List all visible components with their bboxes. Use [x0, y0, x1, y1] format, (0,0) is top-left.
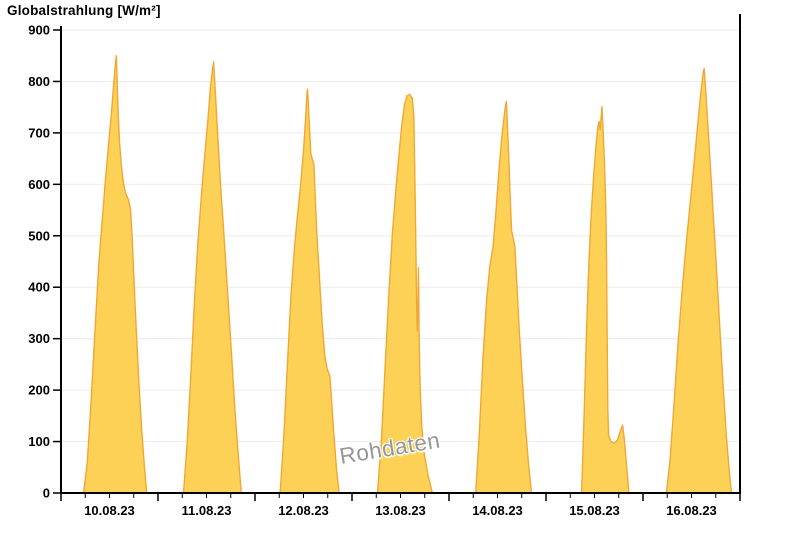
x-tick-label-16.08.23: 16.08.23: [666, 503, 717, 518]
area-day-16.08.23: [665, 67, 733, 494]
area-day-10.08.23: [82, 55, 148, 494]
x-tick-label-11.08.23: 11.08.23: [182, 503, 232, 518]
area-day-13.08.23: [376, 93, 434, 494]
y-tick-label-900: 900: [28, 23, 50, 38]
y-tick-label-600: 600: [28, 177, 50, 192]
y-tick-label-0: 0: [43, 486, 50, 501]
area-day-15.08.23: [580, 106, 630, 494]
area-day-12.08.23: [279, 88, 340, 494]
y-tick-label-700: 700: [28, 125, 50, 140]
area-day-11.08.23: [182, 61, 242, 494]
y-tick-label-800: 800: [28, 74, 50, 89]
y-tick-label-400: 400: [28, 280, 50, 295]
chart-title: Globalstrahlung [W/m²]: [7, 3, 161, 18]
x-tick-label-14.08.23: 14.08.23: [472, 503, 523, 518]
y-tick-label-300: 300: [28, 331, 50, 346]
y-tick-label-200: 200: [28, 383, 50, 398]
y-tick-label-100: 100: [28, 434, 50, 449]
y-tick-label-500: 500: [28, 228, 50, 243]
area-day-14.08.23: [475, 100, 533, 494]
x-tick-label-10.08.23: 10.08.23: [84, 503, 135, 518]
x-tick-label-12.08.23: 12.08.23: [278, 503, 329, 518]
x-tick-label-13.08.23: 13.08.23: [375, 503, 426, 518]
x-tick-label-15.08.23: 15.08.23: [569, 503, 620, 518]
